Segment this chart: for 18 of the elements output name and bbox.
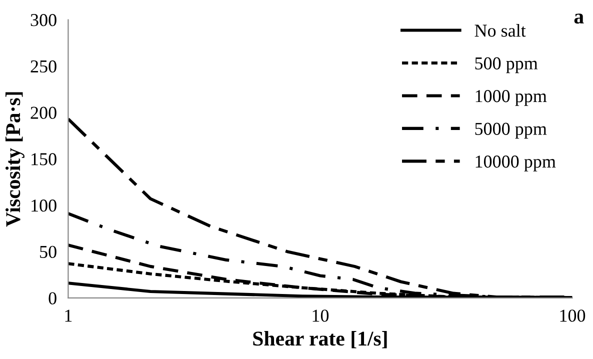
legend-label: 1000 ppm [476, 90, 547, 106]
x-tick-label: 10 [312, 310, 329, 322]
x-tick-label: 100 [560, 310, 586, 322]
x-tick-label: 1 [65, 310, 72, 322]
text: a [574, 14, 584, 24]
y-tick-label: 300 [30, 14, 56, 26]
y-axis-title: Viscosity [Pa·s] [5, 92, 24, 227]
y-tick-label: 0 [48, 292, 56, 304]
legend-label: No salt [474, 24, 526, 37]
y-tick-label: 100 [32, 199, 56, 212]
x-axis-title: Shear rate [1/s] [253, 331, 387, 348]
legend-label: 500 ppm [475, 57, 538, 74]
legend-label: 5000 ppm [475, 122, 547, 139]
y-tick-label: 250 [30, 60, 56, 73]
legend-label: 10000 ppm [476, 156, 556, 172]
y-tick-label: 200 [30, 106, 56, 119]
y-tick-label: 50 [40, 246, 56, 258]
y-tick-label: 150 [32, 153, 56, 166]
